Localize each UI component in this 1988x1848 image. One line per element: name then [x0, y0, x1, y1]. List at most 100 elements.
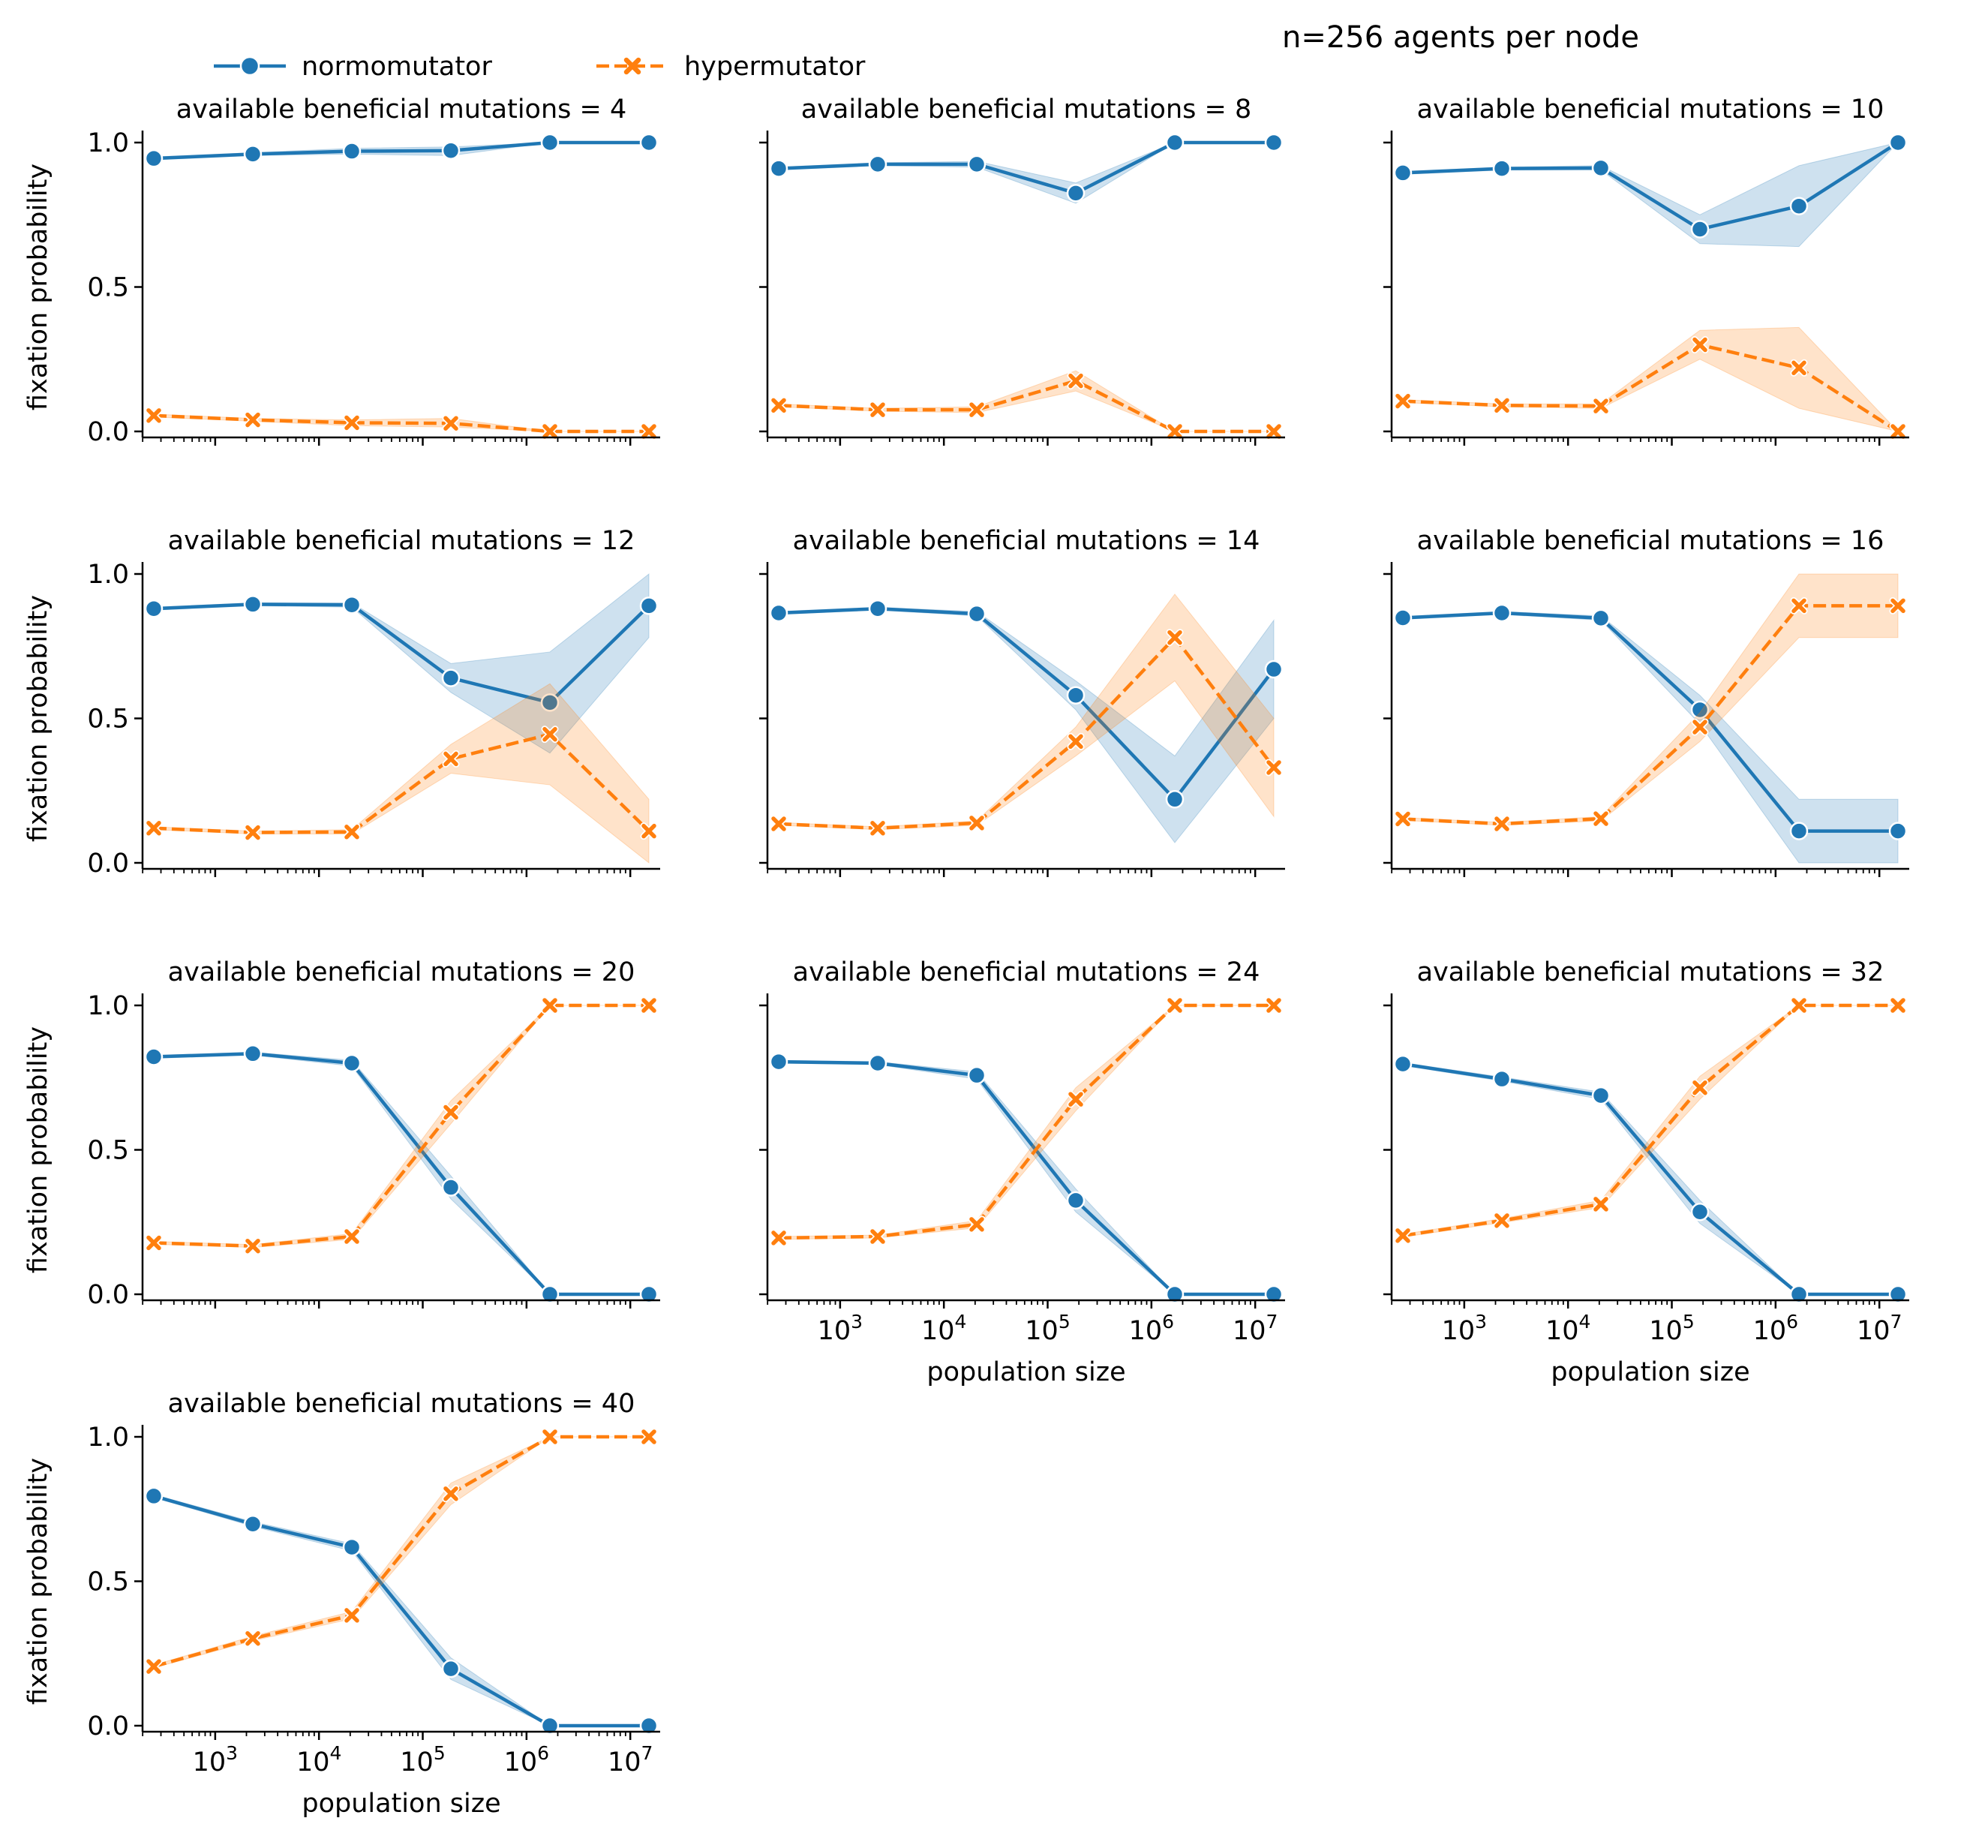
x-tick-label-base: 10 [921, 1316, 955, 1346]
normomutator-point [639, 1716, 659, 1735]
normomutator-point [1888, 133, 1908, 152]
hypermutator-point [641, 823, 656, 839]
hypermutator-point [245, 1630, 260, 1646]
normomutator-ci-band [778, 142, 1274, 204]
normomutator-line [153, 140, 649, 161]
hypermutator-point [1266, 998, 1281, 1013]
y-tick-label: 0.5 [87, 1567, 129, 1597]
hypermutator-point [542, 1429, 557, 1444]
normomutator-point [1264, 133, 1284, 152]
normomutator-point [639, 133, 659, 152]
panel: available beneficial mutations = 14 [759, 526, 1285, 877]
normomutator-ci-band [1402, 611, 1899, 864]
x-tick-label-exponent: 4 [955, 1311, 967, 1333]
normomutator-point [1165, 790, 1185, 809]
hypermutator-point [443, 1486, 458, 1501]
hypermutator-line [153, 732, 650, 834]
hypermutator-point [641, 998, 656, 1013]
normomutator-point [342, 1537, 362, 1557]
x-tick-label: 104 [1545, 1311, 1590, 1346]
x-axis-label: population size [302, 1789, 500, 1819]
hypermutator-point [1791, 998, 1806, 1013]
normomutator-point [243, 1044, 263, 1063]
hypermutator-point [1692, 720, 1707, 735]
y-axis-label: fixation probability [23, 164, 53, 410]
hypermutator-point [870, 402, 885, 417]
x-tick-label-exponent: 3 [226, 1742, 238, 1764]
figure-suptitle: n=256 agents per node [1282, 20, 1639, 55]
normomutator-point [1066, 1191, 1086, 1210]
x-tick-label: 107 [1857, 1311, 1902, 1346]
hypermutator-point [870, 1229, 885, 1244]
y-tick-label: 0.0 [87, 1711, 129, 1741]
normomutator-point [243, 595, 263, 614]
hypermutator-point [771, 398, 786, 413]
normomutator-point [1066, 184, 1086, 203]
x-tick-label: 106 [1129, 1311, 1174, 1346]
normomutator-point [243, 145, 263, 164]
x-tick-label: 107 [1233, 1311, 1278, 1346]
hypermutator-point [1890, 424, 1905, 439]
hypermutator-ci-band [1402, 573, 1899, 826]
normomutator-point [342, 1053, 362, 1073]
hypermutator-point [1266, 760, 1281, 775]
hypermutator-point [146, 1659, 161, 1674]
normomutator-point [967, 604, 986, 624]
hypermutator-line [778, 1003, 1274, 1240]
x-tick-label-base: 10 [1233, 1316, 1266, 1346]
normomutator-point [1690, 1203, 1710, 1221]
normomutator-point [342, 595, 362, 614]
normomutator-point [1165, 133, 1185, 152]
normomutator-line [1402, 611, 1898, 833]
normomutator-point [1066, 686, 1086, 705]
x-tick-label-base: 10 [1649, 1316, 1683, 1346]
normomutator-point [1393, 1054, 1413, 1074]
hypermutator-point [542, 424, 557, 439]
normomutator-point [441, 141, 461, 161]
hypermutator-point [1068, 373, 1083, 389]
x-tick-label: 105 [400, 1742, 445, 1777]
hypermutator-ci-band [778, 370, 1274, 432]
hypermutator-point [870, 821, 885, 836]
hypermutator-point [641, 1429, 656, 1444]
hypermutator-point [1692, 1080, 1707, 1095]
hypermutator-point [771, 816, 786, 831]
x-tick-label-base: 10 [1025, 1316, 1059, 1346]
x-tick-label-exponent: 3 [1475, 1311, 1487, 1333]
normomutator-line [1402, 1062, 1898, 1297]
legend: normomutator hypermutator [214, 52, 866, 82]
normomutator-point [342, 142, 362, 161]
hypermutator-point [1791, 598, 1806, 614]
normomutator-point [144, 1486, 164, 1506]
y-tick-label: 0.0 [87, 1280, 129, 1310]
x-tick-label-exponent: 4 [330, 1742, 342, 1764]
y-axis-label: fixation probability [23, 1026, 53, 1273]
hypermutator-point [542, 726, 557, 742]
x-tick-label-base: 10 [1545, 1316, 1579, 1346]
hypermutator-ci-band [778, 1005, 1274, 1240]
normomutator-point [868, 1053, 887, 1073]
normomutator-point [1789, 822, 1809, 840]
normomutator-point [144, 599, 164, 618]
normomutator-point [1264, 1285, 1284, 1304]
hypermutator-line [153, 413, 649, 434]
hypermutator-legend-label: hypermutator [684, 52, 866, 82]
x-axis-label: population size [926, 1357, 1125, 1387]
hypermutator-point [344, 825, 359, 840]
hypermutator-line [1402, 343, 1899, 433]
hypermutator-line [153, 1435, 649, 1669]
normomutator-point [1789, 197, 1809, 215]
x-tick-label-exponent: 6 [1786, 1311, 1798, 1333]
normomutator-legend-marker [239, 56, 260, 77]
hypermutator-point [443, 751, 458, 767]
hypermutator-point [1494, 1213, 1509, 1228]
normomutator-point [868, 599, 887, 618]
hypermutator-point [641, 424, 656, 439]
hypermutator-point [1266, 424, 1281, 439]
hypermutator-point [1167, 998, 1182, 1013]
normomutator-point [639, 1285, 659, 1304]
hypermutator-line [778, 379, 1274, 434]
y-tick-label: 1.0 [87, 991, 129, 1021]
